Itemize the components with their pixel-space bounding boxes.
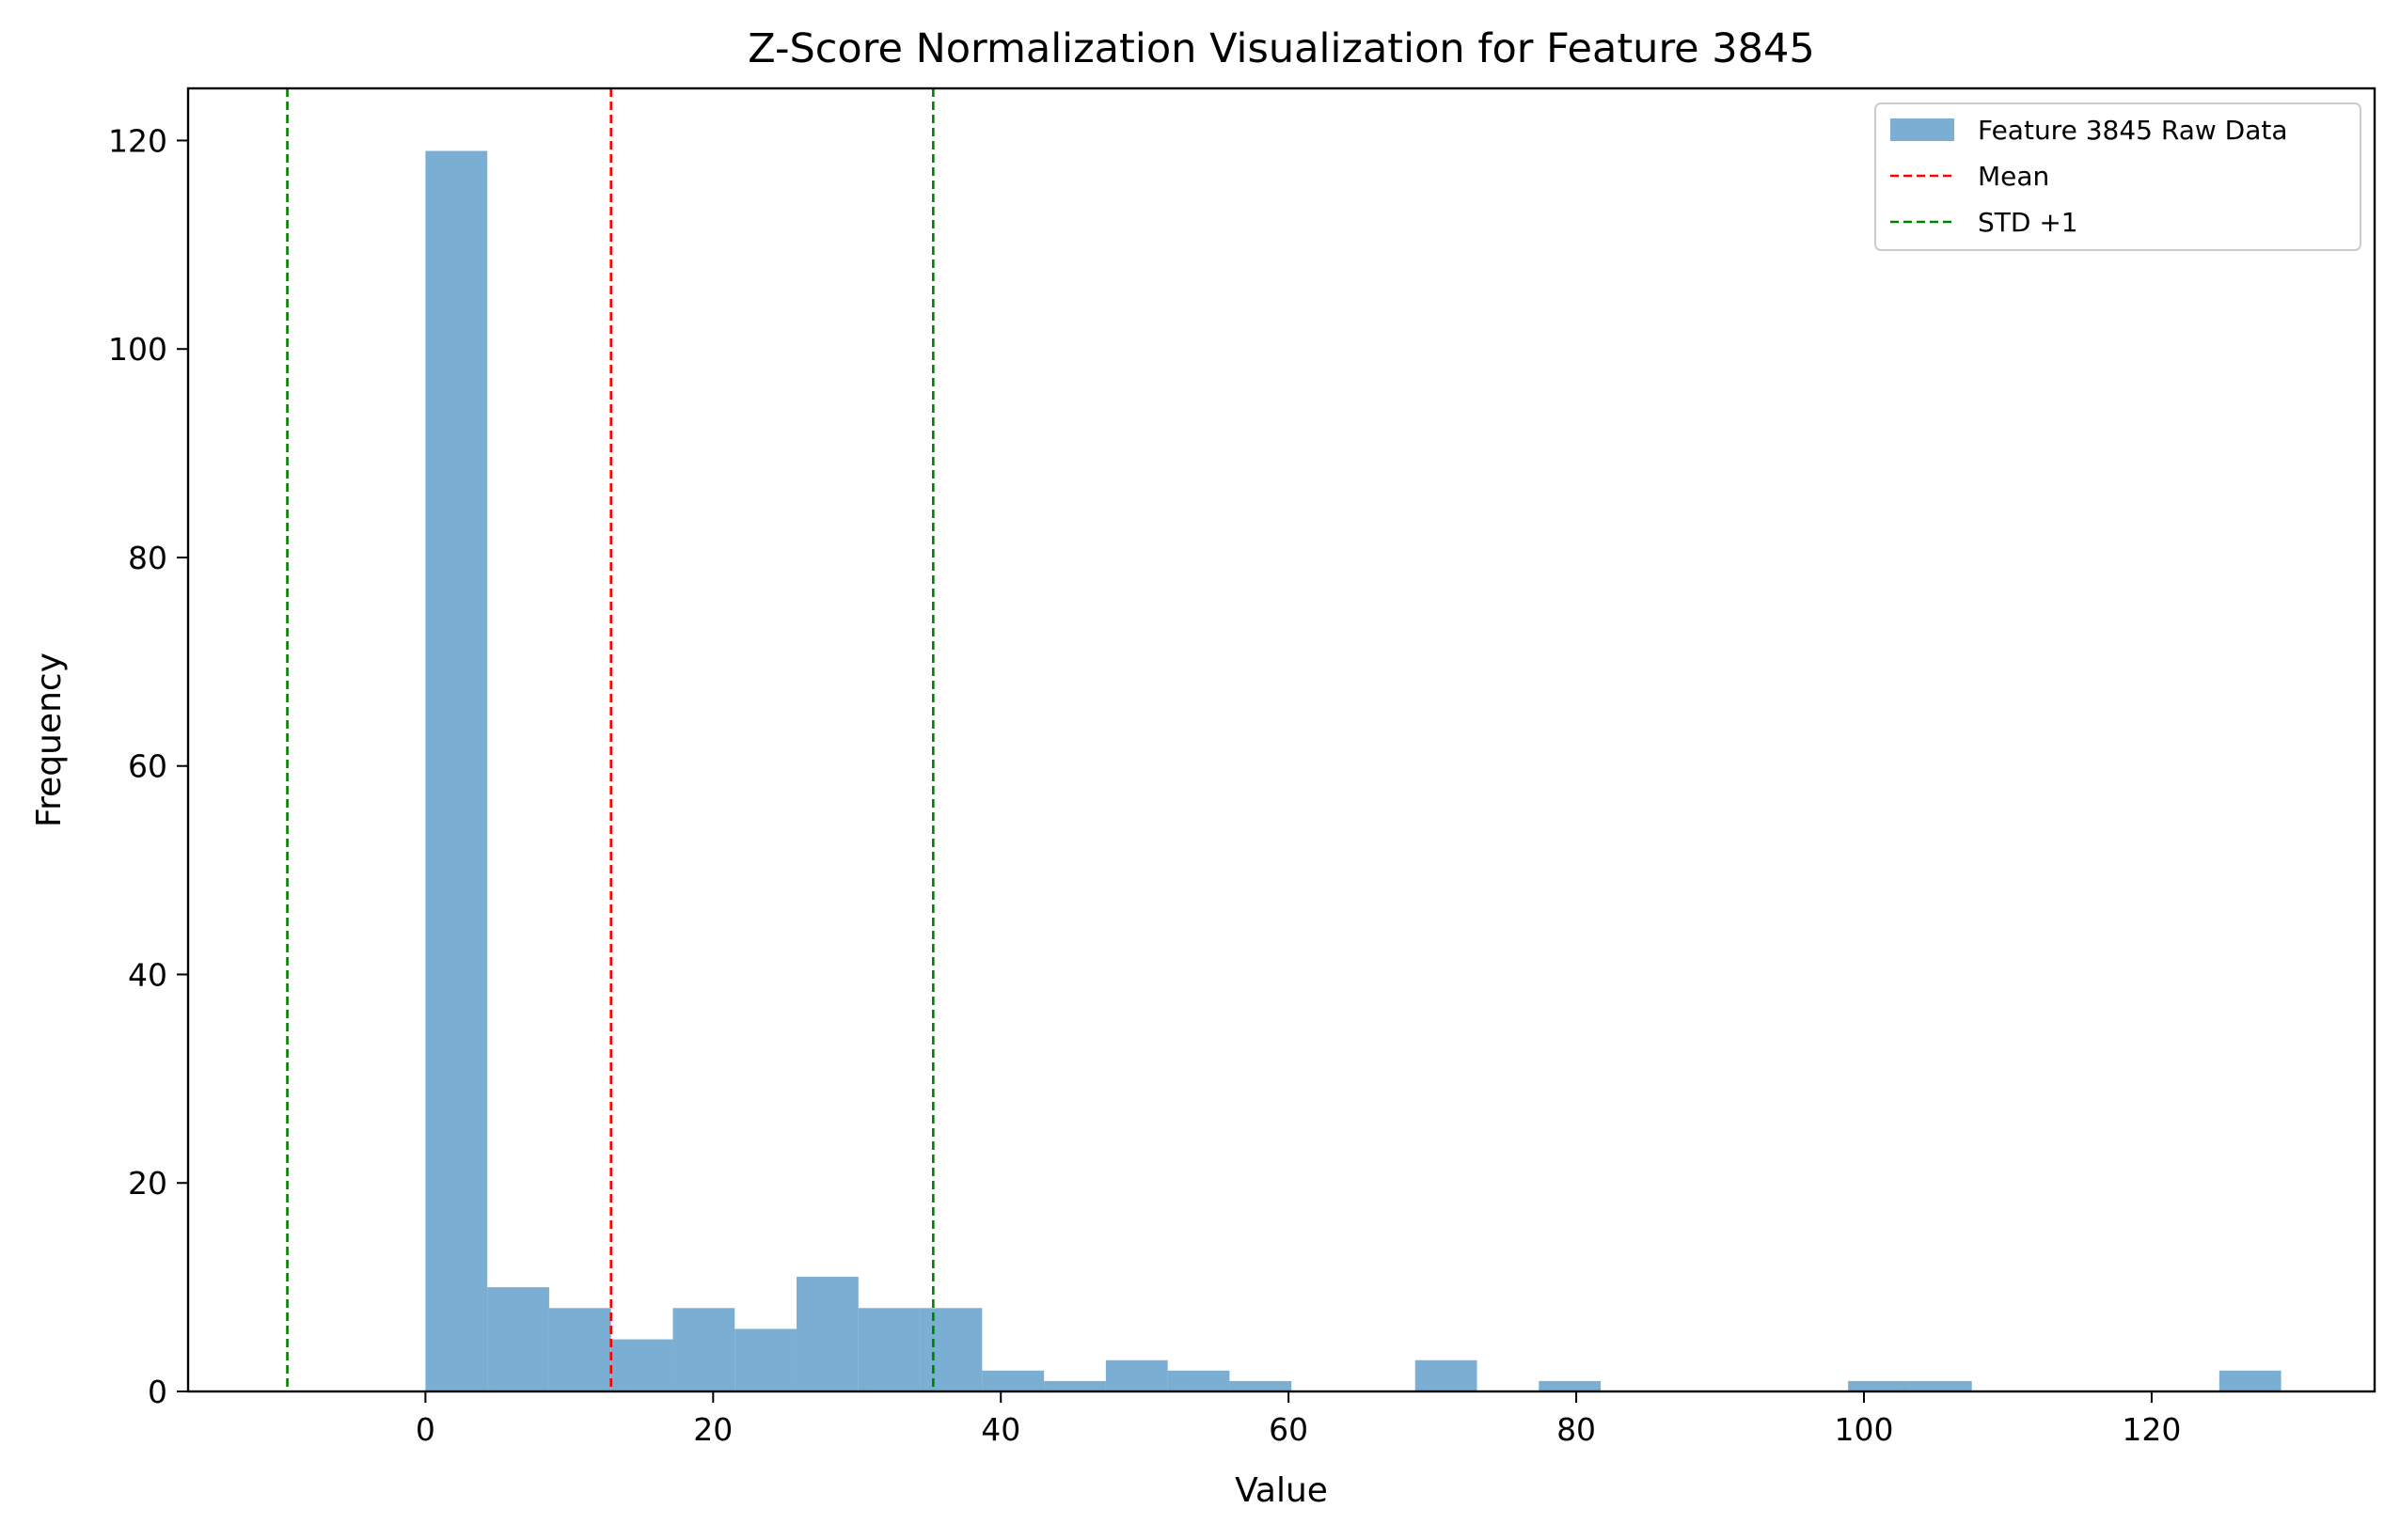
x-axis-label: Value (1235, 1471, 1328, 1510)
histogram-bar (858, 1308, 921, 1391)
x-tick-label: 60 (1269, 1411, 1308, 1448)
histogram-bar (425, 150, 488, 1392)
y-ticks: 0 20 40 60 80 100 120 (108, 122, 188, 1410)
histogram-bar (2218, 1370, 2282, 1391)
histogram-bar (1848, 1380, 1910, 1391)
y-tick-label: 60 (128, 748, 167, 785)
histogram-bar (982, 1370, 1045, 1391)
legend-label-mean: Mean (1978, 161, 2049, 192)
legend-label-raw-data: Feature 3845 Raw Data (1978, 115, 2288, 146)
chart-title: Z-Score Normalization Visualization for … (748, 25, 1814, 72)
x-tick-label: 20 (693, 1411, 733, 1448)
histogram-bar (734, 1328, 797, 1391)
bars-layer (425, 150, 2282, 1392)
y-tick-label: 40 (128, 956, 167, 993)
histogram-bar (1105, 1359, 1168, 1391)
histogram-bar (1044, 1380, 1106, 1391)
x-tick-label: 120 (2122, 1411, 2181, 1448)
x-tick-label: 40 (981, 1411, 1020, 1448)
histogram-bar (1229, 1380, 1292, 1391)
y-tick-label: 100 (108, 331, 167, 368)
y-tick-label: 80 (128, 540, 167, 576)
plot-frame (186, 86, 2376, 1393)
y-tick-label: 20 (128, 1165, 167, 1202)
reference-lines-layer (286, 88, 935, 1391)
histogram-bar (797, 1277, 859, 1391)
histogram-bar (1414, 1359, 1477, 1391)
x-tick-label: 0 (416, 1411, 435, 1448)
histogram-bar (548, 1308, 611, 1391)
histogram-bar (672, 1308, 735, 1391)
histogram-bar (920, 1308, 983, 1391)
x-tick-label: 100 (1834, 1411, 1893, 1448)
legend: Feature 3845 Raw Data Mean STD +1 (1874, 102, 2361, 251)
x-tick-label: 80 (1556, 1411, 1596, 1448)
legend-swatch-raw-data (1890, 118, 1954, 141)
histogram-bar (610, 1339, 673, 1391)
y-tick-label: 0 (148, 1374, 167, 1410)
histogram-bar (487, 1287, 549, 1391)
y-tick-label: 120 (108, 122, 167, 159)
x-ticks: 0 20 40 60 80 100 120 (416, 1391, 2181, 1448)
legend-box (1874, 102, 2361, 251)
histogram-bar (1167, 1370, 1230, 1391)
histogram-bar (1909, 1380, 1972, 1391)
y-axis-label: Frequency (30, 652, 69, 827)
histogram-bar (1539, 1380, 1602, 1391)
legend-label-std: STD +1 (1978, 207, 2078, 238)
